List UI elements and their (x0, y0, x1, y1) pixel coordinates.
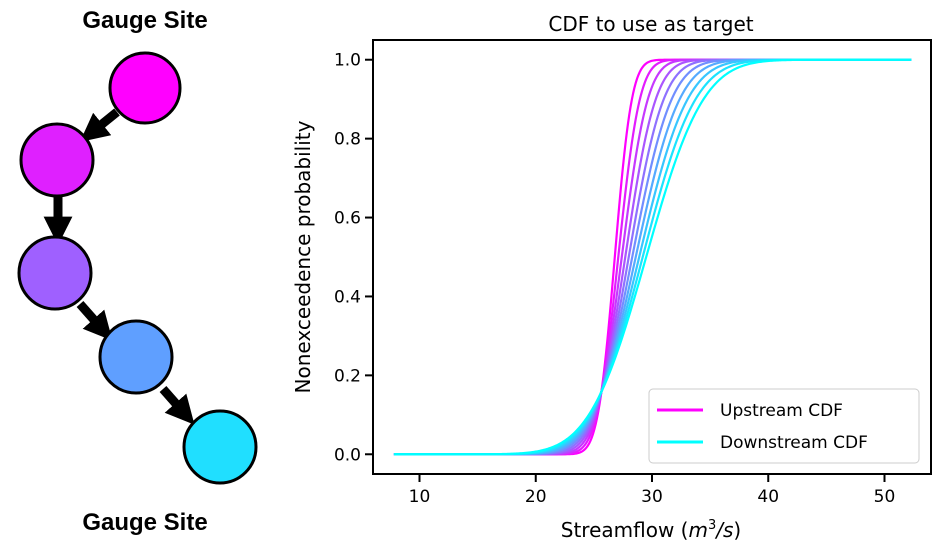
river-node-2 (19, 122, 95, 198)
river-node-4 (98, 319, 174, 395)
series-lines (393, 58, 912, 456)
legend: Upstream CDF Downstream CDF (648, 388, 920, 464)
bottom-gauge-label: Gauge Site (82, 509, 207, 536)
y-axis-ticks: 0.0 0.2 0.4 0.6 0.8 1.0 (334, 51, 373, 465)
flow-arrow-4 (159, 386, 195, 425)
y-tick-label: 0.6 (334, 209, 361, 229)
x-axis-title: Streamflow (m3/s) (561, 518, 741, 542)
legend-label-downstream: Downstream CDF (720, 433, 868, 453)
legend-label-upstream: Upstream CDF (720, 401, 843, 421)
y-tick-label: 0.2 (334, 366, 361, 386)
x-tick-label: 40 (757, 487, 779, 507)
x-axis-unit-open: ( (674, 518, 688, 542)
y-tick-label: 1.0 (334, 51, 361, 71)
x-axis-unit-exp: 3 (708, 518, 716, 533)
diagram-nodes (17, 51, 258, 485)
chart-title: CDF to use as target (548, 12, 753, 36)
x-tick-label: 30 (641, 487, 663, 507)
river-node-5 (182, 409, 258, 485)
x-axis-unit-close: ) (733, 518, 741, 542)
y-tick-label: 0.0 (334, 445, 361, 465)
top-gauge-label: Gauge Site (82, 7, 207, 34)
x-axis-label: Streamflow (561, 518, 675, 542)
flow-arrow-3 (76, 301, 113, 341)
y-tick-label: 0.8 (334, 130, 361, 150)
x-axis-unit-tail: /s (714, 518, 733, 542)
diagram-arrows (43, 108, 195, 425)
flow-arrow-1 (79, 108, 120, 143)
cdf-line-10 (393, 58, 912, 456)
y-tick-label: 0.4 (334, 287, 361, 307)
river-node-1 (108, 51, 182, 125)
river-node-3 (17, 235, 93, 311)
legend-box (648, 388, 920, 464)
x-axis-unit-base: m (688, 518, 707, 542)
cdf-chart: CDF to use as target 10 20 30 40 50 0.00.20.… (291, 12, 932, 542)
x-tick-label: 20 (525, 487, 547, 507)
x-tick-label: 50 (874, 487, 896, 507)
x-axis-ticks: 10 20 30 40 50 (409, 474, 896, 507)
y-axis-title: Nonexceedence probability (291, 120, 315, 393)
gauge-diagram: Gauge Site Gauge Site (17, 7, 258, 536)
x-tick-label: 10 (409, 487, 431, 507)
